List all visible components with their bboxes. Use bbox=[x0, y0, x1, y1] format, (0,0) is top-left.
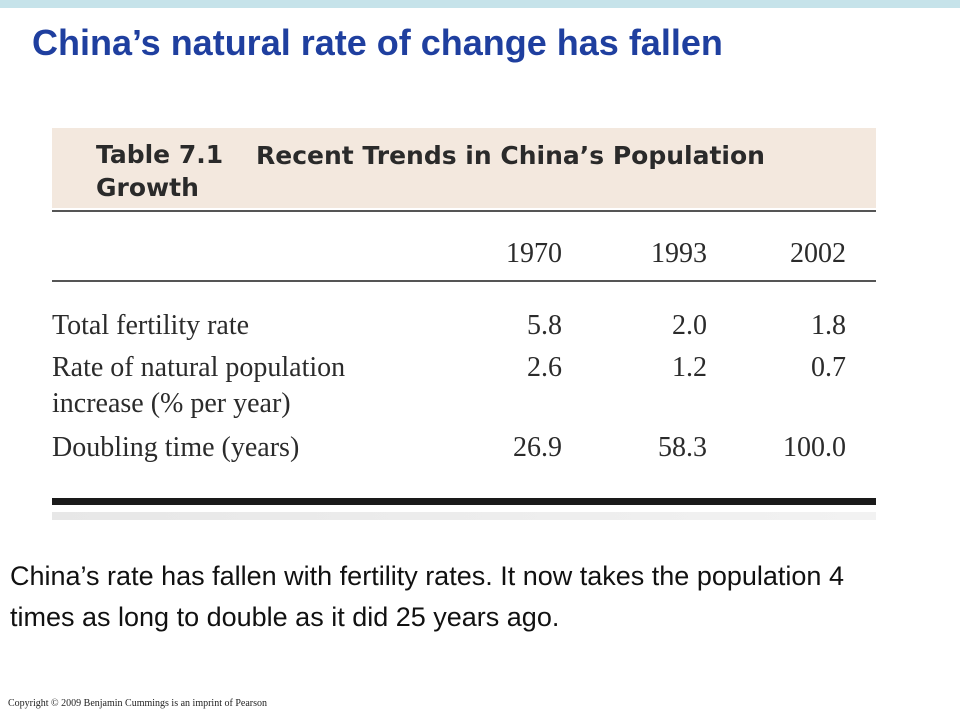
slide-body-text: China’s rate has fallen with fertility r… bbox=[10, 561, 844, 632]
cell-fertility-2002: 1.8 bbox=[811, 310, 846, 341]
cell-increase-2002: 0.7 bbox=[811, 352, 846, 383]
column-header-1970: 1970 bbox=[506, 238, 562, 269]
column-header-1993: 1993 bbox=[651, 238, 707, 269]
table-number: Table 7.1 bbox=[96, 140, 224, 169]
table-top-rule bbox=[52, 210, 876, 212]
cell-increase-1993: 1.2 bbox=[672, 352, 707, 383]
cell-doubling-1970: 26.9 bbox=[513, 432, 562, 463]
cell-doubling-2002: 100.0 bbox=[783, 432, 846, 463]
cell-doubling-1993: 58.3 bbox=[658, 432, 707, 463]
cell-increase-1970: 2.6 bbox=[527, 352, 562, 383]
row-label-fertility: Total fertility rate bbox=[52, 310, 250, 341]
copyright-notice: Copyright © 2009 Benjamin Cummings is an… bbox=[8, 698, 267, 709]
table-footnote-cropped bbox=[52, 512, 876, 520]
table-caption-band: Table 7.1 Recent Trends in China’s Popul… bbox=[52, 128, 876, 208]
cell-fertility-1993: 2.0 bbox=[672, 310, 707, 341]
slide-title: China’s natural rate of change has falle… bbox=[32, 22, 723, 63]
table-bottom-rule bbox=[52, 498, 876, 505]
row-label-doubling-time: Doubling time (years) bbox=[52, 432, 300, 463]
column-header-2002: 2002 bbox=[790, 238, 846, 269]
population-table: Table 7.1 Recent Trends in China’s Popul… bbox=[52, 128, 876, 520]
top-accent-bar bbox=[0, 0, 960, 8]
row-label-natural-increase-line1: Rate of natural population bbox=[52, 352, 346, 383]
header-rule bbox=[52, 280, 876, 282]
table-title: Recent Trends in China’s Population Grow… bbox=[96, 141, 765, 202]
cell-fertility-1970: 5.8 bbox=[527, 310, 562, 341]
row-label-natural-increase-line2: increase (% per year) bbox=[52, 388, 291, 419]
